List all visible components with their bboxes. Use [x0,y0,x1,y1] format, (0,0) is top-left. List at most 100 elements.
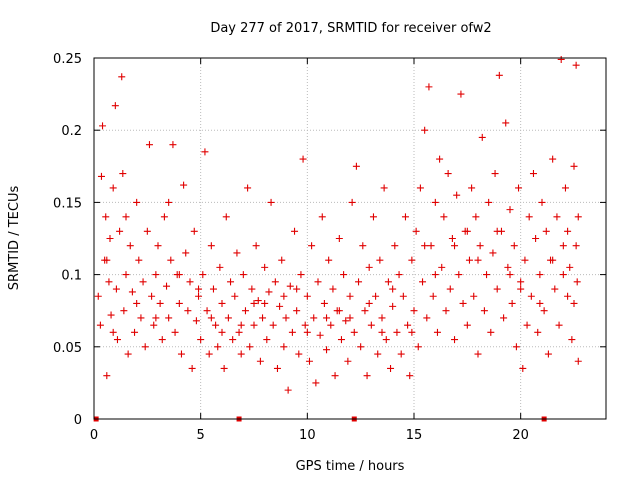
data-point-marker [148,292,156,300]
data-point-marker [271,278,279,286]
data-point-marker [436,155,444,163]
data-point-marker [406,372,414,380]
data-point-marker [109,184,117,192]
data-point-marker [391,242,399,250]
data-point-marker [293,307,301,315]
data-point-marker [237,350,245,358]
data-point-marker [485,198,493,206]
data-point-marker [519,364,527,372]
data-point-marker [131,328,139,336]
data-point-marker [380,184,388,192]
data-point-marker [408,328,416,336]
data-point-marker [99,122,107,130]
y-tick-label: 0 [74,413,82,428]
data-point-marker [493,227,501,235]
data-point-marker [229,336,237,344]
data-point-marker [525,213,533,221]
data-point-marker [124,350,132,358]
data-point-marker [559,242,567,250]
data-point-marker [299,155,307,163]
data-point-marker [357,343,365,351]
data-point-marker [250,299,258,307]
data-point-marker [133,299,141,307]
data-point-marker [551,285,559,293]
data-point-marker [483,271,491,279]
data-point-marker [570,299,578,307]
data-point-marker [374,350,382,358]
data-point-marker [527,292,535,300]
data-point-marker [295,350,303,358]
data-point-marker [190,227,198,235]
data-point-marker [410,307,418,315]
data-point-marker [465,256,473,264]
data-point-marker [209,285,217,293]
data-point-marker [165,198,173,206]
data-point-marker [549,256,557,264]
data-point-marker [431,271,439,279]
data-point-marker [235,328,243,336]
data-point-marker [308,242,316,250]
data-point-marker [561,184,569,192]
data-point-marker [143,227,151,235]
data-point-marker [397,350,405,358]
data-point-marker [540,307,548,315]
data-point-marker [282,314,290,322]
data-point-marker [212,321,220,329]
data-point-marker [122,213,130,221]
data-point-marker [431,198,439,206]
data-point-marker [239,271,247,279]
data-point-marker [214,343,222,351]
data-point-marker [280,292,288,300]
data-point-marker [205,350,213,358]
data-point-marker [414,343,422,351]
data-point-marker [387,364,395,372]
x-tick-label: 5 [197,428,205,443]
data-point-marker [378,328,386,336]
data-point-marker [570,162,578,170]
data-point-marker [278,256,286,264]
data-point-marker [106,235,114,242]
data-point-marker [572,242,580,250]
data-point-marker [515,184,523,192]
data-point-marker [419,278,427,286]
data-point-marker [470,292,478,300]
data-point-marker [199,271,207,279]
data-point-marker [384,278,392,286]
data-point-marker [355,278,363,286]
data-point-marker [163,282,171,290]
data-point-marker [237,321,245,329]
data-point-marker [457,90,465,98]
data-point-marker [265,288,273,296]
data-point-marker [254,297,262,305]
data-point-marker [512,343,520,351]
data-point-marker [342,317,350,325]
data-point-marker [154,242,162,250]
data-point-marker [429,292,437,300]
data-point-marker [103,372,111,380]
data-point-marker [453,191,461,199]
data-point-marker [316,331,324,339]
data-point-marker [340,271,348,279]
data-point-marker [335,235,343,242]
data-point-marker [468,184,476,192]
data-point-marker [244,184,252,192]
data-point-marker [120,307,128,315]
data-point-marker [231,292,239,300]
data-point-marker [506,271,514,279]
data-point-marker [312,379,320,387]
data-point-marker [489,249,497,257]
data-point-marker [568,336,576,344]
data-point-marker [305,357,313,365]
data-point-marker [323,346,331,354]
axis-ticks [93,57,606,420]
data-point-marker [105,278,113,286]
data-point-marker [363,372,371,380]
data-point-marker [195,285,203,293]
data-point-marker [165,314,173,322]
data-point-marker [177,350,185,358]
data-point-marker [534,328,542,336]
data-point-marker [145,141,153,149]
data-point-marker [327,321,335,329]
data-point-marker [378,314,386,322]
data-point-marker [119,170,127,178]
